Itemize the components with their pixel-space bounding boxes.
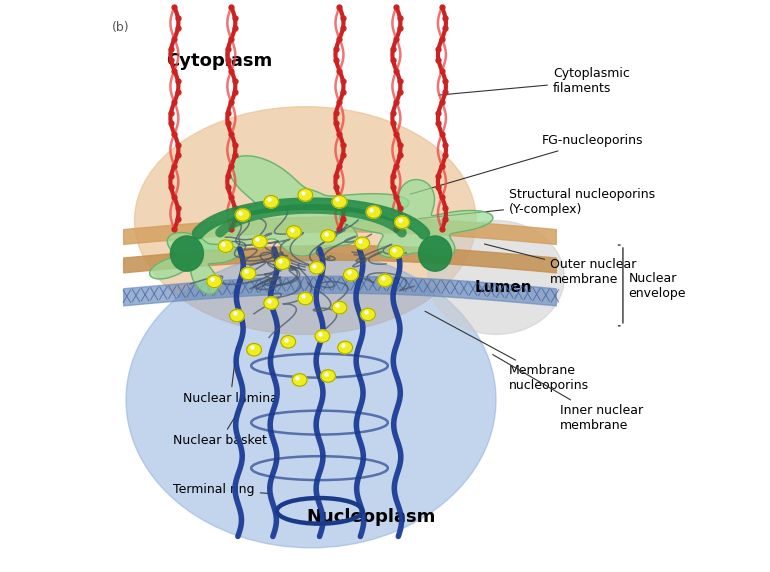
Ellipse shape bbox=[320, 229, 336, 242]
Ellipse shape bbox=[332, 196, 346, 208]
Ellipse shape bbox=[236, 209, 250, 221]
Text: Outer nuclear
membrane: Outer nuclear membrane bbox=[484, 244, 637, 286]
Ellipse shape bbox=[338, 341, 353, 353]
Text: (b): (b) bbox=[112, 21, 129, 34]
Text: Structural nucleoporins
(Y-complex): Structural nucleoporins (Y-complex) bbox=[419, 188, 655, 219]
Ellipse shape bbox=[218, 240, 233, 252]
Ellipse shape bbox=[275, 257, 290, 269]
Polygon shape bbox=[340, 180, 493, 257]
Ellipse shape bbox=[332, 301, 346, 314]
Text: Cytoplasm: Cytoplasm bbox=[166, 52, 272, 70]
Ellipse shape bbox=[126, 252, 496, 548]
Ellipse shape bbox=[389, 245, 403, 258]
Ellipse shape bbox=[315, 330, 330, 343]
Ellipse shape bbox=[343, 268, 358, 281]
Ellipse shape bbox=[419, 236, 451, 271]
Ellipse shape bbox=[355, 237, 370, 249]
Polygon shape bbox=[194, 156, 409, 256]
Polygon shape bbox=[149, 233, 239, 294]
Ellipse shape bbox=[246, 344, 262, 356]
Ellipse shape bbox=[320, 370, 336, 382]
Text: Lumen: Lumen bbox=[474, 280, 532, 295]
Text: Membrane
nucleoporins: Membrane nucleoporins bbox=[425, 311, 589, 392]
Ellipse shape bbox=[281, 336, 296, 348]
Text: Nucleoplasm: Nucleoplasm bbox=[306, 507, 436, 526]
Ellipse shape bbox=[298, 292, 313, 305]
Ellipse shape bbox=[207, 275, 222, 288]
Text: Nuclear
envelope: Nuclear envelope bbox=[628, 272, 686, 300]
Ellipse shape bbox=[310, 261, 324, 274]
Ellipse shape bbox=[253, 235, 267, 248]
Ellipse shape bbox=[264, 297, 279, 309]
Ellipse shape bbox=[367, 206, 381, 219]
Ellipse shape bbox=[170, 236, 203, 271]
Ellipse shape bbox=[135, 107, 476, 335]
Ellipse shape bbox=[293, 374, 307, 386]
Ellipse shape bbox=[298, 189, 313, 201]
Text: Nuclear basket: Nuclear basket bbox=[173, 399, 267, 447]
Ellipse shape bbox=[229, 309, 244, 322]
Ellipse shape bbox=[427, 221, 564, 335]
Text: Terminal ring: Terminal ring bbox=[173, 483, 271, 496]
Text: Nuclear lamina: Nuclear lamina bbox=[183, 347, 278, 405]
Ellipse shape bbox=[377, 274, 393, 287]
Ellipse shape bbox=[241, 267, 256, 280]
Text: FG-nucleoporins: FG-nucleoporins bbox=[410, 134, 643, 194]
Ellipse shape bbox=[264, 196, 279, 208]
Text: Cytoplasmic
filaments: Cytoplasmic filaments bbox=[439, 67, 630, 95]
Ellipse shape bbox=[286, 226, 301, 238]
Text: Inner nuclear
membrane: Inner nuclear membrane bbox=[493, 355, 644, 432]
Ellipse shape bbox=[360, 308, 375, 321]
Ellipse shape bbox=[395, 216, 410, 228]
